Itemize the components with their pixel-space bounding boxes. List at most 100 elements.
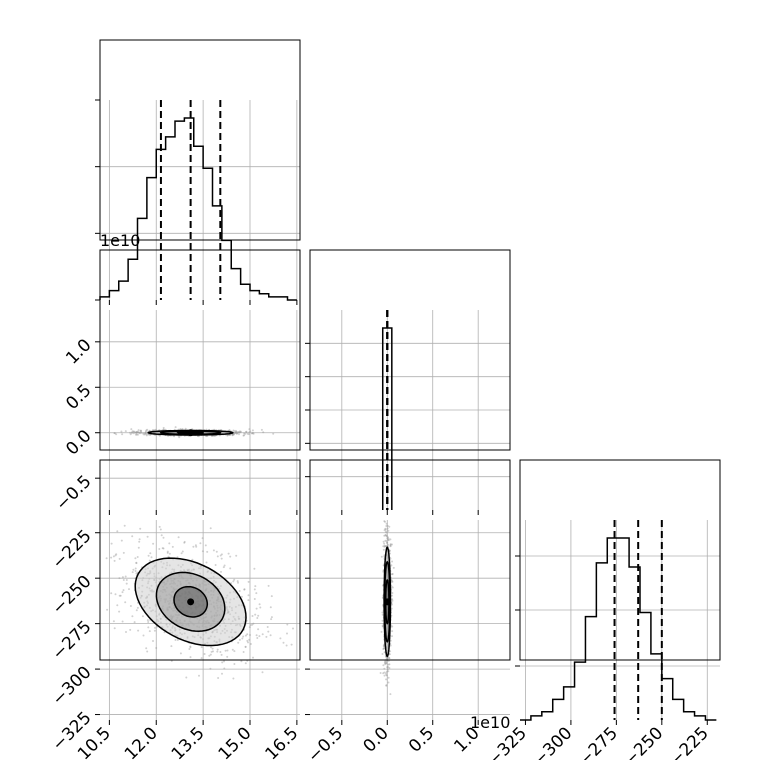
scatter-point: [223, 667, 226, 670]
scatter-point: [210, 435, 213, 437]
x-tick-label: 0.0: [360, 723, 393, 756]
scatter-point: [231, 434, 234, 437]
scatter-point: [249, 624, 252, 627]
scatter-point: [247, 641, 249, 644]
scatter-point: [384, 530, 387, 533]
scatter-point: [235, 431, 237, 434]
scatter-point: [221, 672, 223, 675]
scatter-point: [249, 634, 251, 636]
scatter-point: [382, 645, 385, 648]
scatter-point: [176, 639, 179, 641]
scatter-point: [170, 645, 173, 648]
scatter-point: [124, 601, 127, 604]
scatter-point: [252, 431, 254, 434]
histogram-step-line: [520, 537, 717, 721]
param1-x-offset-label: 1e10: [470, 713, 510, 732]
scatter-point: [252, 622, 255, 625]
scatter-point: [386, 541, 389, 544]
scatter-point: [230, 582, 233, 585]
scatter-point: [147, 621, 150, 623]
scatter-point: [145, 434, 148, 437]
scatter-point: [142, 432, 145, 435]
scatter-point: [233, 578, 236, 581]
scatter-point: [137, 431, 140, 434]
scatter-point: [247, 580, 250, 583]
scatter-point: [135, 433, 137, 436]
scatter-point: [235, 432, 238, 435]
scatter-point: [162, 547, 165, 550]
scatter-point: [189, 646, 192, 649]
scatter-point: [144, 431, 147, 434]
scatter-point: [389, 644, 392, 647]
scatter-point: [391, 592, 394, 594]
scatter-point: [194, 544, 197, 547]
scatter-point: [255, 634, 258, 637]
scatter-point: [231, 648, 234, 651]
scatter-point: [114, 593, 117, 596]
scatter-point: [198, 674, 200, 677]
scatter-point: [113, 432, 116, 435]
scatter-point: [240, 595, 243, 598]
scatter-point: [210, 650, 213, 653]
scatter-point: [118, 557, 121, 560]
scatter-point: [162, 536, 165, 539]
scatter-point: [269, 634, 272, 637]
scatter-point: [253, 598, 256, 600]
scatter-point: [216, 555, 219, 558]
scatter-point: [120, 539, 123, 542]
scatter-point: [159, 528, 162, 531]
scatter-point: [200, 646, 203, 649]
scatter-point: [386, 537, 389, 540]
scatter-point: [385, 684, 388, 687]
scatter-point: [247, 433, 250, 436]
scatter-point: [132, 432, 135, 435]
scatter-point: [152, 542, 155, 545]
y-tick-label: 0.5: [62, 381, 95, 414]
scatter-point: [232, 677, 235, 680]
scatter-point: [383, 529, 386, 532]
scatter-point: [209, 667, 212, 670]
scatter-point: [137, 431, 140, 434]
scatter-point: [247, 594, 250, 597]
scatter-point: [391, 594, 393, 597]
scatter-point: [136, 433, 139, 436]
scatter-point: [380, 630, 383, 633]
scatter-point: [154, 626, 156, 629]
scatter-point: [134, 431, 137, 434]
scatter-point: [262, 431, 265, 434]
scatter-point: [261, 671, 264, 674]
scatter-point: [384, 528, 387, 531]
scatter-point: [386, 657, 389, 660]
scatter-point: [137, 629, 140, 632]
contour-line: [134, 557, 247, 647]
scatter-point: [180, 552, 183, 555]
scatter-point: [258, 603, 261, 606]
scatter-point: [226, 655, 229, 658]
scatter-point: [388, 657, 391, 660]
scatter-point: [292, 627, 294, 630]
scatter-point: [118, 577, 121, 580]
scatter-point: [383, 520, 386, 523]
scatter-point: [237, 581, 239, 584]
scatter-point: [385, 531, 388, 534]
scatter-point: [240, 660, 243, 663]
scatter-point: [232, 580, 235, 583]
scatter-point: [177, 536, 180, 539]
scatter-point: [251, 615, 254, 617]
x-tick-label: 13.5: [168, 723, 209, 760]
scatter-point: [216, 650, 219, 653]
scatter-point: [382, 648, 385, 650]
scatter-point: [147, 626, 150, 629]
scatter-point: [385, 662, 388, 665]
scatter-point: [118, 594, 121, 597]
x-tick-label: −0.5: [304, 723, 347, 760]
scatter-point: [387, 537, 390, 540]
scatter-point: [204, 544, 207, 547]
scatter-point: [234, 431, 237, 434]
scatter-point: [115, 433, 118, 436]
scatter-point: [151, 429, 154, 432]
scatter-point: [145, 429, 148, 432]
scatter-panel-param0-param1: [99, 249, 301, 510]
scatter-point: [246, 639, 249, 642]
